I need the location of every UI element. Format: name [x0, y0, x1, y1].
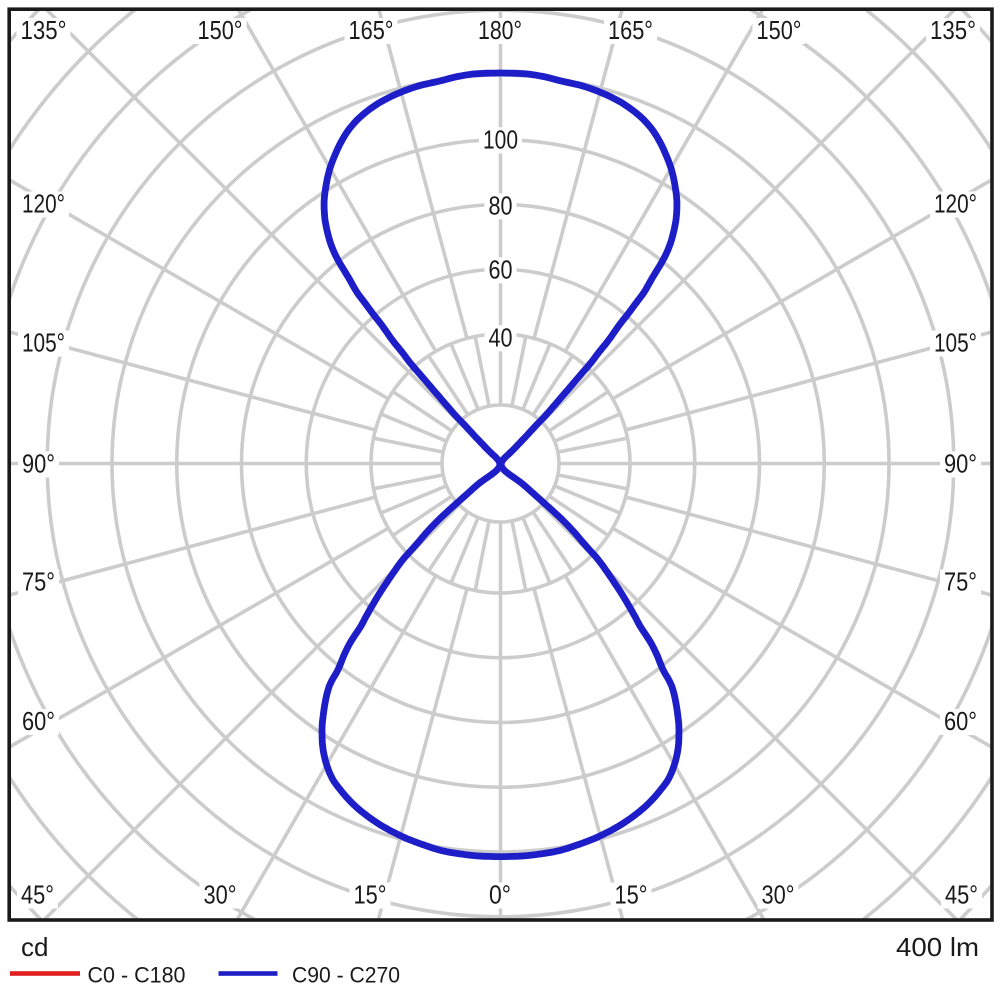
svg-text:165°: 165° — [608, 15, 653, 45]
svg-text:150°: 150° — [198, 15, 243, 45]
svg-text:150°: 150° — [757, 15, 802, 45]
svg-text:90°: 90° — [22, 449, 55, 479]
svg-text:105°: 105° — [934, 328, 977, 358]
svg-text:45°: 45° — [21, 880, 54, 910]
svg-text:90°: 90° — [944, 449, 977, 479]
svg-text:C90 - C270: C90 - C270 — [292, 963, 400, 988]
svg-text:100: 100 — [483, 124, 518, 154]
svg-text:60°: 60° — [944, 706, 977, 736]
svg-text:75°: 75° — [944, 567, 977, 597]
svg-text:40: 40 — [489, 322, 513, 352]
svg-text:C0 - C180: C0 - C180 — [88, 963, 186, 988]
svg-text:cd: cd — [21, 932, 48, 962]
svg-text:15°: 15° — [354, 880, 387, 910]
svg-text:120°: 120° — [934, 189, 977, 219]
svg-text:60: 60 — [489, 254, 513, 284]
svg-text:60°: 60° — [22, 706, 55, 736]
svg-text:105°: 105° — [22, 328, 65, 358]
svg-text:400 lm: 400 lm — [896, 932, 979, 962]
svg-text:30°: 30° — [204, 880, 237, 910]
svg-text:45°: 45° — [945, 880, 978, 910]
svg-text:120°: 120° — [22, 189, 65, 219]
svg-text:15°: 15° — [615, 880, 648, 910]
svg-text:30°: 30° — [762, 880, 795, 910]
svg-text:80: 80 — [489, 190, 513, 220]
svg-text:0°: 0° — [489, 880, 511, 910]
svg-text:135°: 135° — [930, 15, 976, 45]
svg-text:135°: 135° — [21, 15, 67, 45]
svg-text:75°: 75° — [22, 567, 55, 597]
svg-text:180°: 180° — [478, 15, 522, 45]
svg-text:165°: 165° — [349, 15, 394, 45]
